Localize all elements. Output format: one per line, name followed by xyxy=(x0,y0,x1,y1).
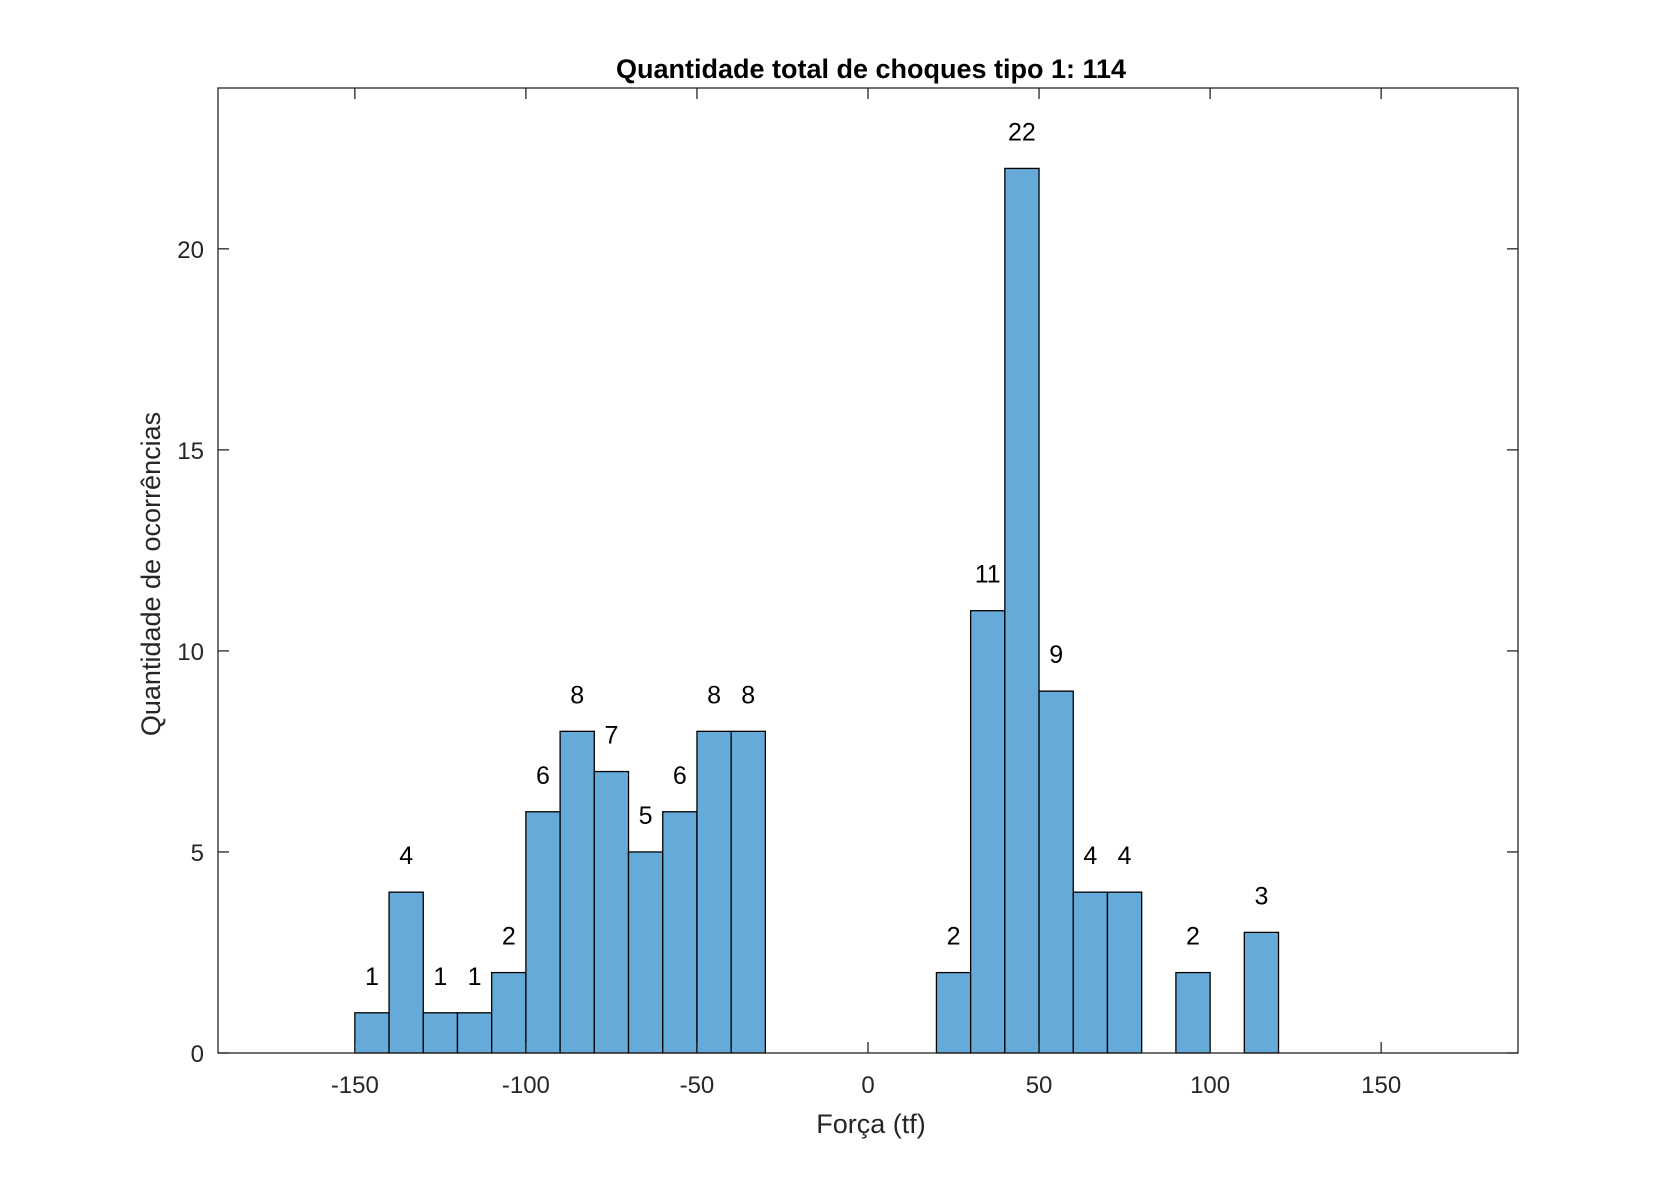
bar-count-label: 8 xyxy=(741,681,755,709)
y-tick-label: 5 xyxy=(191,840,204,867)
bar-count-label: 6 xyxy=(673,762,687,790)
histogram-bar xyxy=(1175,971,1211,1054)
histogram-bar xyxy=(422,1012,459,1054)
histogram-bar xyxy=(593,770,630,1054)
histogram-bar xyxy=(1106,891,1143,1054)
y-tick-label: 20 xyxy=(177,237,204,264)
x-tick-label: 0 xyxy=(861,1072,874,1099)
bar-count-label: 3 xyxy=(1254,882,1268,910)
bar-count-label: 7 xyxy=(604,722,618,750)
bar-count-label: 8 xyxy=(570,681,584,709)
histogram-bar xyxy=(730,730,767,1054)
histogram-bar xyxy=(1243,931,1280,1054)
histogram-bar xyxy=(935,971,972,1054)
y-axis-label: Quantidade de ocorrências xyxy=(136,412,166,736)
bar-count-label: 8 xyxy=(707,681,721,709)
histogram-bar xyxy=(696,730,732,1054)
bar-count-label: 2 xyxy=(502,923,516,951)
histogram-bar xyxy=(627,851,664,1054)
bar-count-label: 22 xyxy=(1008,118,1036,146)
bar-count-label: 4 xyxy=(1118,842,1132,870)
histogram-bar xyxy=(456,1012,493,1054)
bar-count-label: 4 xyxy=(1083,842,1097,870)
y-tick-label: 0 xyxy=(191,1041,204,1068)
x-axis-label: Força (tf) xyxy=(816,1109,926,1139)
bar-count-label: 9 xyxy=(1049,641,1063,669)
bar-count-label: 1 xyxy=(365,963,379,991)
bar-count-label: 11 xyxy=(975,561,1001,589)
bar-count-label: 2 xyxy=(947,923,961,951)
histogram-bar xyxy=(354,1012,390,1054)
x-tick-label: -50 xyxy=(680,1072,715,1099)
histogram-bar xyxy=(491,971,527,1054)
x-tick-label: -100 xyxy=(502,1072,550,1099)
y-tick-label: 10 xyxy=(177,639,204,666)
bar-count-label: 2 xyxy=(1186,923,1200,951)
histogram-bar xyxy=(525,811,561,1054)
bar-count-label: 1 xyxy=(433,963,447,991)
bar-count-label: 6 xyxy=(536,762,550,790)
chart-title: Quantidade total de choques tipo 1: 114 xyxy=(616,54,1126,84)
x-tick-label: 100 xyxy=(1190,1072,1230,1099)
histogram-bar xyxy=(559,730,595,1054)
x-tick-label: 150 xyxy=(1361,1072,1401,1099)
x-tick-label: -150 xyxy=(331,1072,379,1099)
bar-count-label: 4 xyxy=(399,842,413,870)
histogram-bar xyxy=(1004,167,1040,1054)
x-tick-label: 50 xyxy=(1026,1072,1053,1099)
histogram-bar xyxy=(388,891,424,1054)
histogram-bar xyxy=(662,811,698,1054)
histogram-bar xyxy=(1038,690,1074,1054)
bar-count-label: 5 xyxy=(639,802,653,830)
histogram-bar xyxy=(969,610,1006,1054)
y-tick-label: 15 xyxy=(177,438,204,465)
histogram-bar xyxy=(1072,891,1109,1054)
bars-layer xyxy=(354,167,1280,1054)
bar-count-label: 1 xyxy=(468,963,482,991)
